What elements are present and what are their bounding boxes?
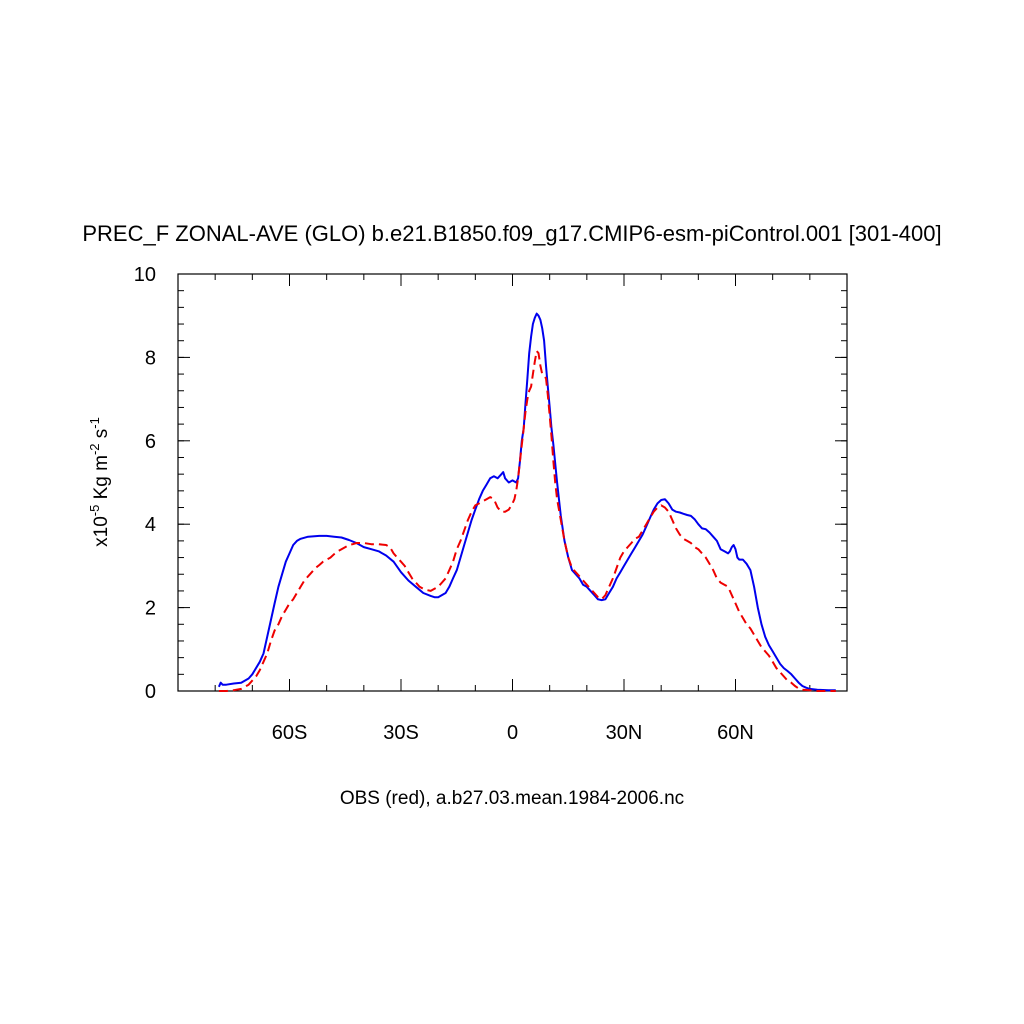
y-tick-label: 4 (145, 514, 156, 536)
x-tick-label: 60N (717, 722, 754, 744)
plot-frame (177, 273, 848, 692)
obs-precip-line (218, 350, 836, 692)
x-tick-label: 30S (383, 722, 419, 744)
model-precip-line (217, 312, 836, 692)
x-tick-label: 60S (272, 722, 308, 744)
tick-labels: 60S 30S 0 30N 60N 0 2 4 6 8 10 (134, 264, 754, 744)
y-tick-label: 0 (145, 681, 156, 703)
chart-title: PREC_F ZONAL-AVE (GLO) b.e21.B1850.f09_g… (82, 221, 941, 246)
y-tick-label: 6 (145, 431, 156, 453)
y-tick-label: 2 (145, 598, 156, 620)
x-axis-label: OBS (red), a.b27.03.mean.1984-2006.nc (340, 788, 684, 809)
y-axis-label: x10-5 Kg m-2 s-1 (87, 417, 112, 547)
y-tick-label: 8 (145, 347, 156, 369)
y-tick-label: 10 (134, 264, 156, 286)
x-tick-label: 30N (606, 722, 643, 744)
tick-marks (178, 273, 847, 692)
x-tick-label: 0 (507, 722, 518, 744)
